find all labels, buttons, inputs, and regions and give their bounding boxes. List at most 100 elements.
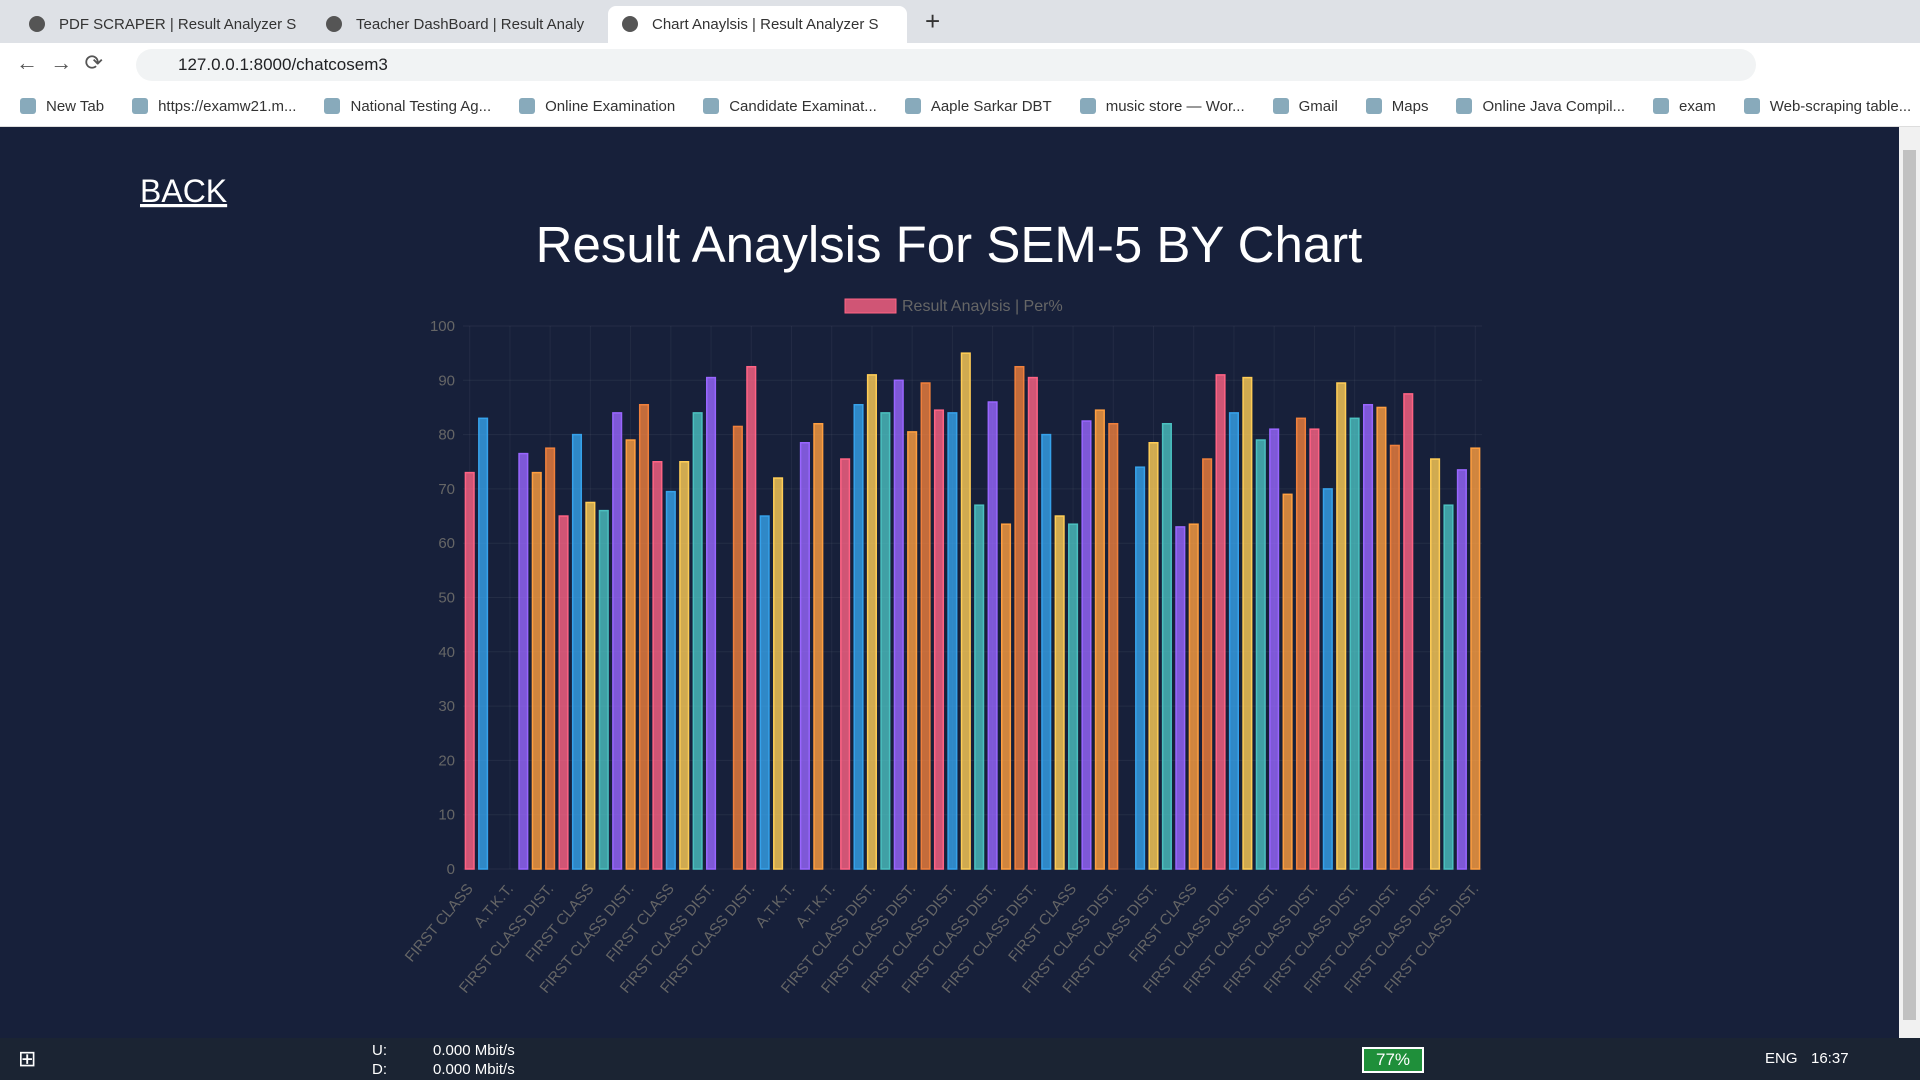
bar [1215, 374, 1226, 870]
clock[interactable]: 16:37 [1811, 1050, 1849, 1067]
net-down: 0.000 Mbit/s [433, 1061, 515, 1078]
net-up: 0.000 Mbit/s [433, 1042, 515, 1059]
bar [893, 379, 904, 870]
bar [464, 471, 475, 870]
bookmark[interactable]: Aaple Sarkar DBT [905, 98, 1052, 115]
bar [531, 471, 542, 870]
bar [1027, 376, 1038, 870]
bookmark[interactable]: Candidate Examinat... [703, 98, 877, 115]
bar [1108, 422, 1119, 870]
bookmark[interactable]: Maps [1366, 98, 1429, 115]
legend-label: Result Anaylsis | Per% [902, 298, 1063, 315]
y-tick-label: 20 [438, 752, 455, 769]
bookmark[interactable]: National Testing Ag... [324, 98, 491, 115]
taskbar: ⊞ U: D: 0.000 Mbit/s 0.000 Mbit/s 77% EN… [0, 1038, 1920, 1080]
bar [920, 382, 931, 870]
tab[interactable]: Teacher DashBoard | Result Analy [312, 6, 604, 43]
chart-title: Result Anaylsis For SEM-5 BY Chart [536, 216, 1363, 273]
address-bar[interactable]: 127.0.0.1:8000/chatcosem3 [136, 49, 1756, 81]
bar [1362, 403, 1374, 870]
bar [585, 501, 596, 870]
y-tick-label: 100 [430, 318, 455, 335]
bar [974, 504, 985, 870]
net-up-label: U: [372, 1042, 387, 1059]
bar [598, 509, 609, 870]
bar [1188, 523, 1199, 870]
bookmark[interactable]: Online Java Compil... [1456, 98, 1625, 115]
bar [866, 374, 877, 870]
net-down-label: D: [372, 1061, 387, 1078]
bookmark[interactable]: exam [1653, 98, 1716, 115]
bar [518, 452, 529, 870]
bar [679, 461, 690, 870]
bar [960, 352, 971, 870]
bar [478, 417, 489, 870]
bar [1054, 515, 1065, 870]
bar [799, 441, 810, 870]
bar [1376, 406, 1387, 870]
bookmark[interactable]: Gmail [1273, 98, 1338, 115]
bar [1161, 422, 1172, 870]
bar [1470, 447, 1481, 870]
chart: BACK Result Anaylsis For SEM-5 BY Chart … [140, 173, 1482, 997]
bar [1175, 526, 1186, 870]
bar [705, 376, 717, 870]
bar [638, 403, 650, 870]
bar [1041, 433, 1052, 870]
bar [625, 439, 636, 870]
bar [773, 477, 784, 870]
bar [853, 403, 864, 870]
bookmark[interactable]: Online Examination [519, 98, 675, 115]
bar [1000, 523, 1012, 870]
scroll-thumb[interactable] [1903, 150, 1916, 1020]
bar [1068, 523, 1079, 870]
bar [880, 412, 891, 870]
y-tick-label: 70 [438, 481, 455, 498]
bar [1148, 441, 1159, 870]
bar [1228, 412, 1240, 870]
bar [1202, 458, 1213, 870]
bar [545, 447, 556, 870]
bar [732, 425, 743, 870]
bookmark[interactable]: https://examw21.m... [132, 98, 296, 115]
bar [813, 422, 824, 870]
x-tick-label: A.T.K.T. [752, 881, 798, 932]
bar [1269, 428, 1280, 870]
bar [612, 412, 623, 870]
bar [1456, 469, 1467, 870]
legend-swatch [844, 298, 897, 314]
bookmark[interactable]: music store — Wor... [1080, 98, 1245, 115]
start-button[interactable]: ⊞ [18, 1046, 37, 1071]
bar [652, 461, 663, 870]
new-tab-button[interactable]: + [925, 6, 941, 36]
language[interactable]: ENG [1765, 1050, 1798, 1067]
bar [907, 431, 918, 870]
y-tick-label: 80 [438, 427, 455, 444]
tab[interactable]: Chart Anaylsis | Result Analyzer S [608, 6, 907, 43]
y-tick-label: 30 [438, 698, 455, 715]
bar [1336, 382, 1347, 870]
battery[interactable]: 77% [1362, 1047, 1424, 1073]
bookmark[interactable]: Web-scraping table... [1744, 98, 1911, 115]
bar [1255, 439, 1266, 870]
bar [1282, 493, 1293, 870]
bar [1014, 365, 1025, 870]
bar [1403, 393, 1414, 870]
bar [692, 412, 703, 870]
bar [1430, 458, 1441, 870]
bar [1349, 417, 1360, 870]
y-tick-label: 50 [438, 590, 455, 607]
back-link[interactable]: BACK [140, 173, 227, 209]
bar [840, 458, 851, 870]
bar [1309, 428, 1320, 870]
y-tick-label: 60 [438, 535, 455, 552]
tab[interactable]: PDF SCRAPER | Result Analyzer S [15, 6, 305, 43]
bookmarks-bar: New Tab https://examw21.m... National Test… [0, 86, 1920, 127]
nav-buttons[interactable]: ← → ⟳ [16, 50, 103, 75]
bar [759, 515, 770, 870]
bookmark[interactable]: New Tab [20, 98, 104, 115]
bar [987, 401, 998, 870]
bar [1322, 488, 1333, 870]
bar [558, 515, 569, 870]
bar [1135, 466, 1146, 870]
